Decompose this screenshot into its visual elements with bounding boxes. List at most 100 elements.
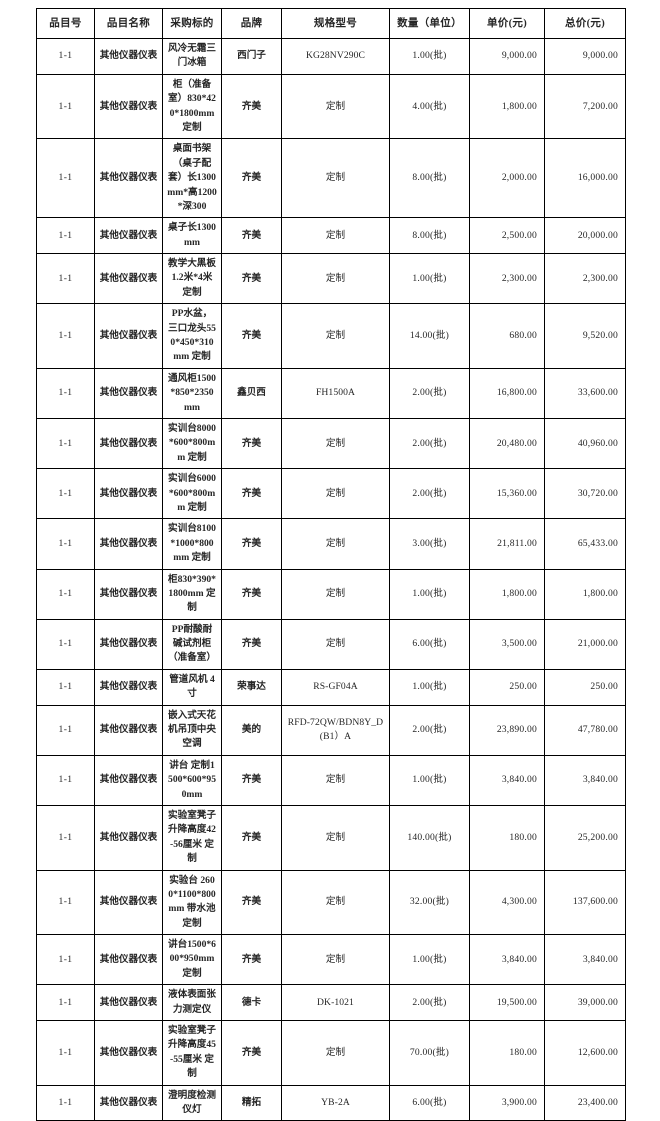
cell-unit-price: 1,800.00	[469, 73, 545, 140]
cell-brand: 齐美	[221, 468, 282, 520]
cell-item-no: 1-1	[36, 754, 95, 806]
cell-target: 讲台1500*600*950mm 定制	[162, 934, 222, 986]
cell-unit-price: 3,500.00	[469, 618, 545, 670]
table-row: 1-1 其他仪器仪表 实验台 2600*1100*800mm 带水池 定制 齐美 定制 3…	[36, 869, 626, 936]
table-body: 1-1 其他仪器仪表 风冷无霜三门冰箱 西门子 KG28NV290C 1.00(批) 9,0…	[36, 38, 626, 1121]
cell-item-name: 其他仪器仪表	[94, 668, 163, 706]
cell-unit-price: 19,500.00	[469, 984, 545, 1022]
cell-spec: 定制	[281, 303, 390, 369]
table-row: 1-1 其他仪器仪表 液体表面张力测定仪 德卡 DK-1021 2.00(批) 19,500…	[36, 984, 626, 1022]
col-brand: 品牌	[221, 8, 282, 39]
cell-target: 澄明度检测仪灯	[162, 1084, 222, 1121]
cell-brand: 鑫贝西	[221, 367, 282, 419]
cell-spec: 定制	[281, 618, 390, 670]
cell-quantity: 2.00(批)	[389, 367, 470, 419]
cell-item-name: 其他仪器仪表	[94, 568, 163, 620]
cell-item-no: 1-1	[36, 984, 95, 1022]
cell-unit-price: 16,800.00	[469, 367, 545, 419]
table-row: 1-1 其他仪器仪表 嵌入式天花机吊顶中央空调 美的 RFD-72QW/BDN8Y_D(…	[36, 704, 626, 756]
cell-quantity: 4.00(批)	[389, 73, 470, 140]
cell-target: 实训台8000*600*800mm 定制	[162, 417, 222, 470]
cell-item-no: 1-1	[36, 253, 95, 305]
cell-quantity: 2.00(批)	[389, 704, 470, 756]
document-page: 品目号 品目名称 采购标的 品牌 规格型号 数量（单位） 单价(元) 总价(元) 1-1 其他仪…	[36, 8, 626, 1121]
cell-item-name: 其他仪器仪表	[94, 1020, 163, 1086]
cell-unit-price: 2,500.00	[469, 217, 545, 255]
cell-brand: 齐美	[221, 217, 282, 255]
cell-target: 管道风机 4寸	[162, 668, 222, 706]
cell-brand: 西门子	[221, 38, 282, 75]
cell-brand: 齐美	[221, 1020, 282, 1086]
cell-brand: 齐美	[221, 253, 282, 305]
procurement-table: 品目号 品目名称 采购标的 品牌 规格型号 数量（单位） 单价(元) 总价(元) 1-1 其他仪…	[36, 8, 626, 1121]
cell-quantity: 1.00(批)	[389, 934, 470, 986]
table-row: 1-1 其他仪器仪表 桌面书架（桌子配套）长1300mm*高1200*深300 齐美定…	[36, 138, 626, 219]
cell-quantity: 2.00(批)	[389, 468, 470, 520]
cell-unit-price: 250.00	[469, 668, 545, 706]
cell-brand: 齐美	[221, 73, 282, 140]
cell-item-no: 1-1	[36, 138, 95, 219]
cell-brand: 齐美	[221, 303, 282, 369]
cell-unit-price: 4,300.00	[469, 869, 545, 936]
cell-item-name: 其他仪器仪表	[94, 73, 163, 140]
cell-unit-price: 680.00	[469, 303, 545, 369]
cell-brand: 荣事达	[221, 668, 282, 706]
cell-item-no: 1-1	[36, 468, 95, 520]
cell-target: 实验室凳子升降高度45-55厘米 定制	[162, 1020, 222, 1086]
cell-item-name: 其他仪器仪表	[94, 417, 163, 470]
table-row: 1-1 其他仪器仪表 实训台6000*600*800mm 定制 齐美 定制 2.00(批)…	[36, 468, 626, 520]
col-target: 采购标的	[162, 8, 222, 39]
table-row: 1-1 其他仪器仪表 管道风机 4寸 荣事达 RS-GF04A 1.00(批) 250.00…	[36, 668, 626, 706]
cell-total-price: 7,200.00	[544, 73, 626, 140]
cell-quantity: 14.00(批)	[389, 303, 470, 369]
cell-unit-price: 9,000.00	[469, 38, 545, 75]
col-item-name: 品目名称	[94, 8, 163, 39]
cell-target: 嵌入式天花机吊顶中央空调	[162, 704, 222, 756]
cell-total-price: 40,960.00	[544, 417, 626, 470]
cell-total-price: 47,780.00	[544, 704, 626, 756]
cell-target: 实训台8100*1000*800mm 定制	[162, 518, 222, 570]
cell-item-no: 1-1	[36, 303, 95, 369]
cell-item-name: 其他仪器仪表	[94, 754, 163, 806]
cell-unit-price: 3,840.00	[469, 934, 545, 986]
table-row: 1-1 其他仪器仪表 PP耐酸耐碱试剂柜（准备室） 齐美 定制 6.00(批) 3,500.…	[36, 618, 626, 670]
cell-unit-price: 180.00	[469, 1020, 545, 1086]
table-row: 1-1 其他仪器仪表 澄明度检测仪灯 精拓 YB-2A 6.00(批) 3,900.00 23…	[36, 1084, 626, 1121]
cell-total-price: 3,840.00	[544, 754, 626, 806]
cell-item-no: 1-1	[36, 367, 95, 419]
cell-unit-price: 3,840.00	[469, 754, 545, 806]
cell-total-price: 9,520.00	[544, 303, 626, 369]
cell-total-price: 3,840.00	[544, 934, 626, 986]
cell-unit-price: 21,811.00	[469, 518, 545, 570]
cell-target: 通风柜1500*850*2350mm	[162, 367, 222, 419]
cell-brand: 美的	[221, 704, 282, 756]
cell-total-price: 39,000.00	[544, 984, 626, 1022]
cell-total-price: 9,000.00	[544, 38, 626, 75]
cell-spec: RFD-72QW/BDN8Y_D(B1）A	[281, 704, 390, 756]
cell-item-name: 其他仪器仪表	[94, 934, 163, 986]
cell-target: 柜830*390*1800mm 定制	[162, 568, 222, 620]
cell-item-name: 其他仪器仪表	[94, 804, 163, 871]
cell-brand: 德卡	[221, 984, 282, 1022]
table-row: 1-1 其他仪器仪表 柜（准备室）830*420*1800mm 定制 齐美 定制 4.00…	[36, 73, 626, 140]
cell-target: 桌面书架（桌子配套）长1300mm*高1200*深300	[162, 138, 222, 219]
cell-item-no: 1-1	[36, 804, 95, 871]
cell-target: 实训台6000*600*800mm 定制	[162, 468, 222, 520]
table-row: 1-1 其他仪器仪表 实验室凳子升降高度45-55厘米 定制 齐美 定制 70.00(批)…	[36, 1020, 626, 1086]
cell-quantity: 70.00(批)	[389, 1020, 470, 1086]
cell-brand: 齐美	[221, 804, 282, 871]
cell-brand: 齐美	[221, 869, 282, 936]
cell-unit-price: 1,800.00	[469, 568, 545, 620]
table-row: 1-1 其他仪器仪表 柜830*390*1800mm 定制 齐美 定制 1.00(批) 1,…	[36, 568, 626, 620]
cell-spec: 定制	[281, 1020, 390, 1086]
cell-total-price: 65,433.00	[544, 518, 626, 570]
table-row: 1-1 其他仪器仪表 风冷无霜三门冰箱 西门子 KG28NV290C 1.00(批) 9,0…	[36, 38, 626, 75]
cell-item-name: 其他仪器仪表	[94, 518, 163, 570]
cell-total-price: 21,000.00	[544, 618, 626, 670]
table-row: 1-1 其他仪器仪表 通风柜1500*850*2350mm 鑫贝西 FH1500A 2.0…	[36, 367, 626, 419]
cell-quantity: 8.00(批)	[389, 138, 470, 219]
cell-quantity: 3.00(批)	[389, 518, 470, 570]
cell-target: 实验室凳子升降高度42-56厘米 定制	[162, 804, 222, 871]
cell-spec: 定制	[281, 138, 390, 219]
cell-spec: DK-1021	[281, 984, 390, 1022]
